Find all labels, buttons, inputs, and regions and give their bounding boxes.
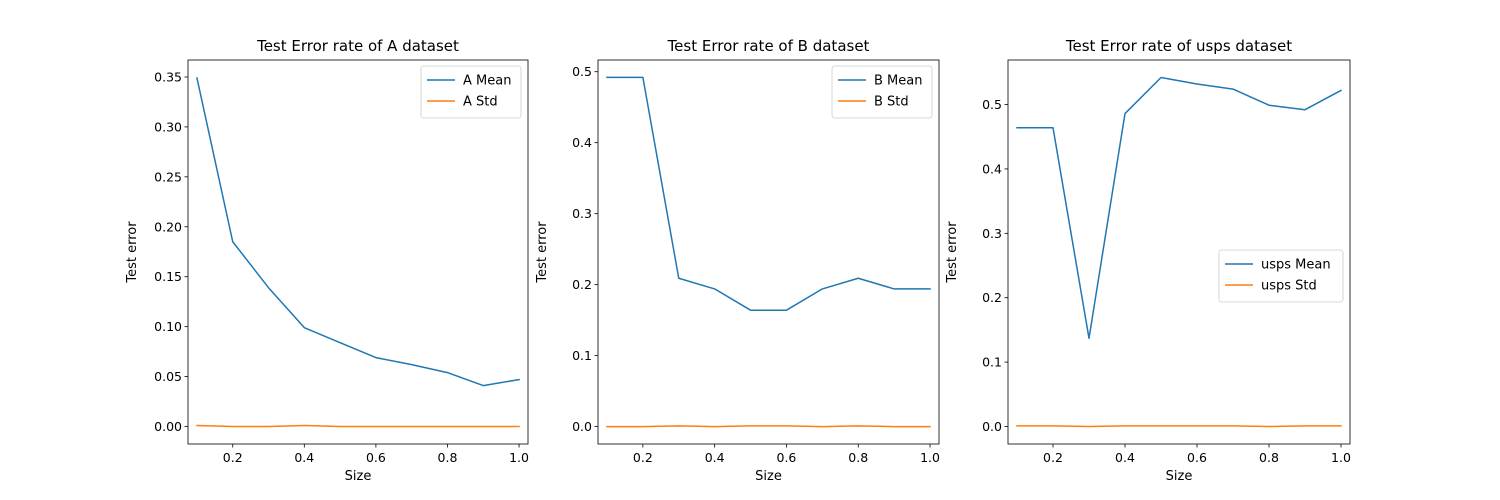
y-tick-label: 0.5 <box>982 97 1002 112</box>
y-tick-label: 0.10 <box>154 319 182 334</box>
y-tick-label: 0.15 <box>154 269 182 284</box>
y-tick-label: 0.1 <box>572 348 592 363</box>
legend: A Mean A Std <box>420 65 522 119</box>
y-tick-label: 0.05 <box>154 369 182 384</box>
x-tick-label: 0.2 <box>1043 450 1063 465</box>
series-line-2 <box>1016 425 1342 428</box>
axes-frame <box>1007 59 1351 445</box>
x-tick-label: 0.6 <box>1187 450 1207 465</box>
y-tick-label: 0.4 <box>982 161 1002 176</box>
y-tick-label: 0.2 <box>572 277 592 292</box>
x-axis-label: Size <box>345 469 372 484</box>
y-tick-label: 0.2 <box>982 290 1002 305</box>
y-axis-label: Test error <box>945 221 960 284</box>
x-tick-label: 0.6 <box>366 450 386 465</box>
legend-box <box>420 65 522 119</box>
y-tick-label: 0.5 <box>572 64 592 79</box>
x-axis-label: Size <box>755 469 782 484</box>
x-axis-label: Size <box>1166 469 1193 484</box>
y-tick-label: 0.1 <box>982 355 1002 370</box>
y-axis-label: Test error <box>125 221 140 284</box>
x-tick-label: 0.2 <box>633 450 653 465</box>
series-line-2 <box>196 424 520 428</box>
legend: B Mean B Std <box>831 65 933 119</box>
x-tick-label: 0.6 <box>777 450 797 465</box>
y-tick-label: 0.3 <box>982 226 1002 241</box>
legend-entry: usps Std <box>1261 279 1317 294</box>
y-tick-label: 0.3 <box>572 206 592 221</box>
x-tick-label: 0.2 <box>223 450 243 465</box>
legend-entry: A Std <box>463 95 498 110</box>
chart-panel-3: 0.2 0.4 0.6 0.8 1.0 0.0 0.1 0.2 0.3 0.4 0.5 Test Er… <box>945 37 1351 484</box>
series-line-2 <box>606 425 931 428</box>
chart-title: Test Error rate of B dataset <box>667 37 870 55</box>
series-line-1 <box>196 77 520 387</box>
x-tick-label: 0.8 <box>438 450 458 465</box>
chart-panel-2: 0.2 0.4 0.6 0.8 1.0 0.0 0.1 0.2 0.3 0.4 0.5 Test Er… <box>535 37 940 484</box>
y-tick-label: 0.0 <box>982 419 1002 434</box>
legend-box <box>831 65 933 119</box>
series-line-1 <box>606 76 931 311</box>
legend-entry: A Mean <box>463 74 511 89</box>
series-line-1 <box>1016 76 1343 340</box>
axes-frame <box>187 59 529 445</box>
legend-entry: B Mean <box>874 74 922 89</box>
x-tick-label: 0.4 <box>1115 450 1135 465</box>
legend-entry: B Std <box>874 95 909 110</box>
chart-title: Test Error rate of usps dataset <box>1065 37 1292 55</box>
y-tick-label: 0.4 <box>572 135 592 150</box>
y-tick-label: 0.25 <box>154 169 182 184</box>
y-tick-label: 0.0 <box>572 419 592 434</box>
y-axis-label: Test error <box>535 221 550 284</box>
legend-box <box>1218 249 1344 303</box>
x-tick-label: 0.4 <box>705 450 725 465</box>
x-tick-label: 0.8 <box>1259 450 1279 465</box>
x-tick-label: 0.8 <box>848 450 868 465</box>
y-tick-label: 0.00 <box>154 419 182 434</box>
y-tick-label: 0.35 <box>154 69 182 84</box>
x-tick-label: 1.0 <box>920 450 940 465</box>
y-tick-label: 0.20 <box>154 219 182 234</box>
x-tick-label: 0.4 <box>294 450 314 465</box>
chart-title: Test Error rate of A dataset <box>256 37 459 55</box>
chart-panel-1: 0.2 0.4 0.6 0.8 1.0 0.00 0.05 0.10 0.15 0.20 0.25 0… <box>125 37 529 484</box>
y-tick-label: 0.30 <box>154 119 182 134</box>
x-tick-label: 1.0 <box>509 450 529 465</box>
legend-entry: usps Mean <box>1261 258 1331 273</box>
legend: usps Mean usps Std <box>1218 249 1344 303</box>
axes-frame <box>597 59 940 445</box>
x-tick-label: 1.0 <box>1331 450 1351 465</box>
